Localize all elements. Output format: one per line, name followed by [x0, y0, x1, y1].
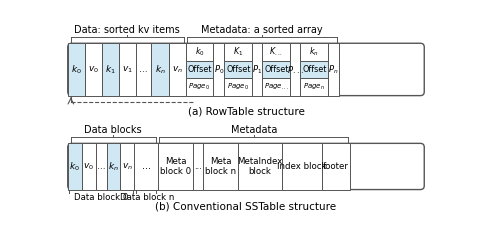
Bar	[282, 143, 322, 190]
Bar	[300, 43, 328, 61]
Text: $K_1$: $K_1$	[233, 46, 243, 58]
Text: Metadata: Metadata	[230, 125, 277, 135]
Text: footer: footer	[323, 162, 349, 171]
Bar	[68, 43, 85, 96]
Bar	[134, 143, 157, 190]
Text: $v_1$: $v_1$	[122, 64, 133, 75]
Bar	[262, 78, 290, 96]
Bar	[186, 61, 214, 78]
Bar	[152, 43, 168, 96]
Text: $k_n$: $k_n$	[108, 160, 119, 173]
Text: $v_n$: $v_n$	[171, 64, 182, 75]
Bar	[262, 43, 290, 61]
Text: Data block 0: Data block 0	[74, 193, 128, 202]
Text: ...: ...	[139, 65, 148, 74]
Text: $K_{...}$: $K_{...}$	[269, 46, 283, 58]
Bar	[157, 143, 193, 190]
Text: Metadata: a sorted array: Metadata: a sorted array	[202, 25, 323, 35]
Text: $P...$: $P...$	[287, 64, 304, 75]
Text: Offset: Offset	[302, 65, 326, 74]
Text: MetaIndex
block: MetaIndex block	[237, 157, 283, 176]
Text: $k_0$: $k_0$	[69, 160, 80, 173]
Bar	[238, 143, 282, 190]
Text: $Page_{...}$: $Page_{...}$	[264, 82, 289, 92]
Text: ...: ...	[194, 162, 202, 171]
Bar	[290, 43, 300, 96]
Bar	[107, 143, 120, 190]
Text: $v_0$: $v_0$	[83, 161, 94, 172]
Text: Data blocks: Data blocks	[84, 125, 142, 135]
Text: $k_n$: $k_n$	[309, 46, 319, 58]
Text: $k_1$: $k_1$	[105, 63, 116, 76]
Text: Data block n: Data block n	[120, 193, 175, 202]
Bar	[85, 43, 102, 96]
Bar	[300, 78, 328, 96]
Bar	[186, 78, 214, 96]
Text: Offset: Offset	[226, 65, 251, 74]
Text: $P_n$: $P_n$	[328, 63, 339, 76]
Text: $P_1$: $P_1$	[252, 63, 263, 76]
Text: $Page_0$: $Page_0$	[227, 82, 249, 92]
Text: (a) RowTable structure: (a) RowTable structure	[188, 106, 304, 116]
Bar	[120, 143, 134, 190]
Text: Meta
block n: Meta block n	[205, 157, 236, 176]
Bar	[252, 43, 262, 96]
Bar	[193, 143, 203, 190]
Bar	[203, 143, 238, 190]
Text: ...: ...	[97, 162, 106, 171]
Bar	[322, 143, 350, 190]
Text: $v_0$: $v_0$	[88, 64, 99, 75]
Text: Meta
block 0: Meta block 0	[160, 157, 191, 176]
Bar	[168, 43, 186, 96]
Bar	[262, 61, 290, 78]
FancyBboxPatch shape	[68, 43, 424, 96]
Bar	[68, 143, 82, 190]
Bar	[96, 143, 107, 190]
Bar	[224, 78, 252, 96]
Bar	[82, 143, 96, 190]
Bar	[186, 43, 214, 61]
Text: $k_0$: $k_0$	[71, 63, 82, 76]
Text: $k_0$: $k_0$	[194, 46, 204, 58]
Text: ...: ...	[142, 161, 151, 172]
Text: $P_0$: $P_0$	[214, 63, 224, 76]
Bar	[136, 43, 152, 96]
Bar	[102, 43, 119, 96]
Bar	[300, 61, 328, 78]
Text: $Page_n$: $Page_n$	[303, 82, 325, 92]
Text: Offset: Offset	[187, 65, 212, 74]
Text: $k_n$: $k_n$	[155, 63, 166, 76]
Bar	[214, 43, 224, 96]
Bar	[119, 43, 136, 96]
Text: (b) Conventional SSTable structure: (b) Conventional SSTable structure	[156, 201, 336, 211]
Text: Index block: Index block	[277, 162, 326, 171]
Text: $Page_0$: $Page_0$	[189, 82, 211, 92]
Text: Data: sorted kv items: Data: sorted kv items	[74, 25, 180, 35]
Bar	[328, 43, 339, 96]
Text: $v_n$: $v_n$	[122, 161, 133, 172]
Bar	[224, 43, 252, 61]
Bar	[224, 61, 252, 78]
FancyBboxPatch shape	[68, 143, 424, 190]
Text: Offset: Offset	[264, 65, 288, 74]
